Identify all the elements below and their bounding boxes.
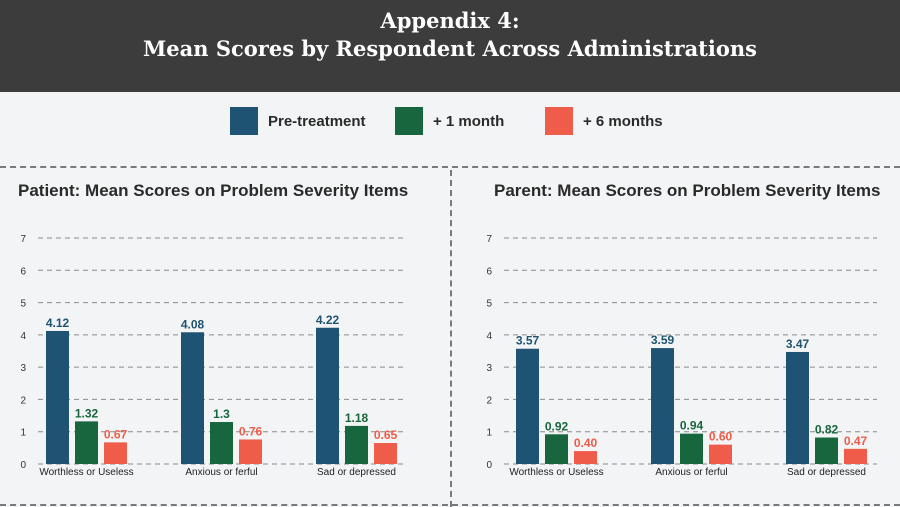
data-label-pre-treatment-sad: 3.47 [786, 337, 810, 351]
x-category-label: Anxious or ferful [655, 467, 727, 478]
bar-pre-treatment-sad [786, 351, 809, 464]
bottom-divider [0, 504, 900, 506]
legend-label-pre-treatment: Pre-treatment [268, 112, 366, 130]
legend-item-pre-treatment: Pre-treatment [230, 106, 366, 136]
bar-pre-treatment-anxious [181, 332, 204, 464]
x-category-label: Sad or depressed [317, 467, 396, 478]
data-label-pre-treatment-worthless: 4.12 [46, 316, 70, 330]
data-label-1-month-sad: 1.18 [345, 411, 369, 425]
y-tick-label: 6 [486, 266, 492, 277]
y-tick-label: 0 [20, 460, 26, 471]
bar-1-month-sad [345, 425, 368, 464]
data-label-6-months-worthless: 0.40 [574, 436, 598, 450]
bar-1-month-worthless [75, 421, 98, 464]
bar-1-month-worthless [545, 434, 568, 464]
data-label-1-month-worthless: 0.92 [545, 419, 569, 433]
parent-chart-title: Parent: Mean Scores on Problem Severity … [494, 181, 881, 200]
y-tick-label: 2 [486, 395, 492, 406]
data-label-pre-treatment-anxious: 3.59 [651, 333, 675, 347]
bar-6-months-sad [374, 443, 397, 464]
bar-pre-treatment-worthless [46, 330, 69, 464]
legend-item-1-month: + 1 month [395, 106, 504, 136]
y-tick-label: 1 [486, 428, 492, 439]
y-tick-label: 0 [486, 460, 492, 471]
data-label-1-month-anxious: 0.94 [680, 419, 704, 433]
patient-chart-title: Patient: Mean Scores on Problem Severity… [18, 181, 409, 200]
page-title-line1: Appendix 4: [380, 8, 520, 33]
legend-label-1-month: + 1 month [433, 112, 505, 130]
legend-swatch-pre-treatment [230, 107, 258, 135]
horizontal-divider [0, 166, 900, 168]
y-tick-label: 6 [20, 266, 26, 277]
bar-pre-treatment-worthless [516, 348, 539, 464]
data-label-6-months-sad: 0.65 [374, 428, 398, 442]
bar-pre-treatment-anxious [651, 348, 674, 464]
page-title-line2: Mean Scores by Respondent Across Adminis… [143, 36, 757, 61]
bar-6-months-sad [844, 448, 867, 464]
bar-6-months-worthless [574, 451, 597, 464]
y-tick-label: 7 [486, 234, 492, 245]
legend: Pre-treatment + 1 month + 6 months [0, 106, 900, 136]
parent-bar-chart: 0 1 2 3 4 5 6 7 3.57 0.92 0.40 Worthless or Useless… [486, 234, 877, 478]
y-tick-label: 3 [486, 363, 492, 374]
data-label-pre-treatment-anxious: 4.08 [181, 317, 205, 331]
y-tick-label: 1 [20, 428, 26, 439]
y-tick-label: 2 [20, 395, 26, 406]
x-category-label: Anxious or ferful [185, 467, 257, 478]
data-label-pre-treatment-worthless: 3.57 [516, 334, 540, 348]
y-tick-label: 7 [20, 234, 26, 245]
legend-swatch-6-months [545, 107, 573, 135]
legend-label-6-months: + 6 months [583, 112, 663, 130]
bar-1-month-anxious [210, 422, 233, 464]
x-category-label: Worthless or Useless [509, 467, 603, 478]
data-label-6-months-anxious: 0.60 [709, 430, 733, 444]
header-banner: Appendix 4: Mean Scores by Respondent Ac… [0, 0, 900, 92]
x-category-label: Worthless or Useless [39, 467, 133, 478]
y-tick-label: 5 [20, 299, 26, 310]
bar-pre-treatment-sad [316, 327, 339, 464]
bar-1-month-sad [815, 437, 838, 464]
data-label-1-month-anxious: 1.3 [213, 407, 230, 421]
bar-1-month-anxious [680, 433, 703, 464]
bar-6-months-anxious [239, 439, 262, 464]
y-tick-label: 4 [20, 331, 26, 342]
data-label-pre-treatment-sad: 4.22 [316, 313, 340, 327]
vertical-divider [450, 170, 452, 507]
y-tick-label: 4 [486, 331, 492, 342]
legend-item-6-months: + 6 months [545, 106, 663, 136]
data-label-1-month-worthless: 1.32 [75, 406, 99, 420]
patient-bar-chart: 0 1 2 3 4 5 6 7 4.12 1.32 0.67 Worthless or Useless… [20, 234, 405, 478]
data-label-6-months-anxious: 0.76 [239, 424, 263, 438]
y-tick-label: 3 [20, 363, 26, 374]
data-label-1-month-sad: 0.82 [815, 423, 839, 437]
bar-6-months-anxious [709, 444, 732, 464]
legend-swatch-1-month [395, 107, 423, 135]
x-category-label: Sad or depressed [787, 467, 866, 478]
data-label-6-months-sad: 0.47 [844, 434, 868, 448]
bar-6-months-worthless [104, 442, 127, 464]
data-label-6-months-worthless: 0.67 [104, 427, 128, 441]
y-tick-label: 5 [486, 299, 492, 310]
